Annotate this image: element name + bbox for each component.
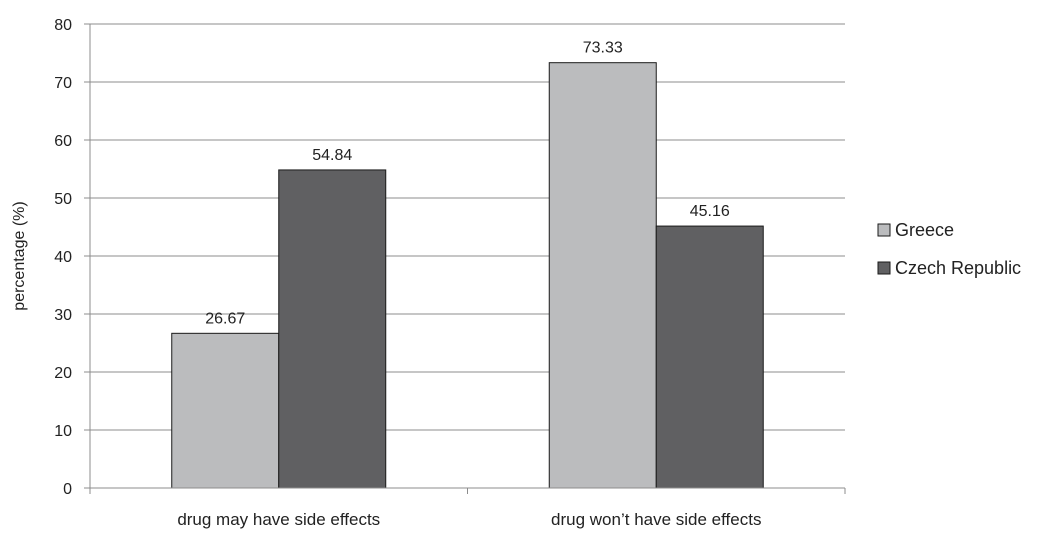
y-tick-label: 40: [54, 249, 72, 266]
y-tick-label: 20: [54, 365, 72, 382]
y-tick-label: 70: [54, 75, 72, 92]
y-tick-label: 60: [54, 133, 72, 150]
x-category-label: drug won’t have side effects: [551, 510, 761, 529]
y-tick-label: 10: [54, 423, 72, 440]
y-tick-label: 30: [54, 307, 72, 324]
axes: [84, 23, 846, 494]
data-label: 45.16: [690, 203, 730, 220]
y-tick-label: 0: [63, 481, 72, 498]
labels: 0 10 20 30 40 50 60 70 80 26.67 54.84 drug may have…: [54, 17, 761, 529]
legend: Greece Czech Republic: [877, 220, 1021, 278]
bar-greece: [548, 62, 657, 489]
bar-greece: [171, 332, 280, 489]
legend-label: Greece: [895, 220, 954, 240]
x-category-label: drug may have side effects: [177, 510, 380, 529]
bars: [171, 62, 764, 489]
data-label: 73.33: [583, 40, 623, 57]
y-tick-label: 50: [54, 191, 72, 208]
y-tick-label: 80: [54, 17, 72, 34]
bar-czech-republic: [655, 225, 764, 489]
bar-czech-republic: [278, 169, 387, 489]
legend-label: Czech Republic: [895, 258, 1021, 278]
data-label: 26.67: [205, 310, 245, 327]
data-label: 54.84: [312, 147, 352, 164]
legend-swatch: [877, 223, 891, 237]
legend-swatch: [877, 261, 891, 275]
y-axis-title: percentage (%): [11, 201, 28, 310]
